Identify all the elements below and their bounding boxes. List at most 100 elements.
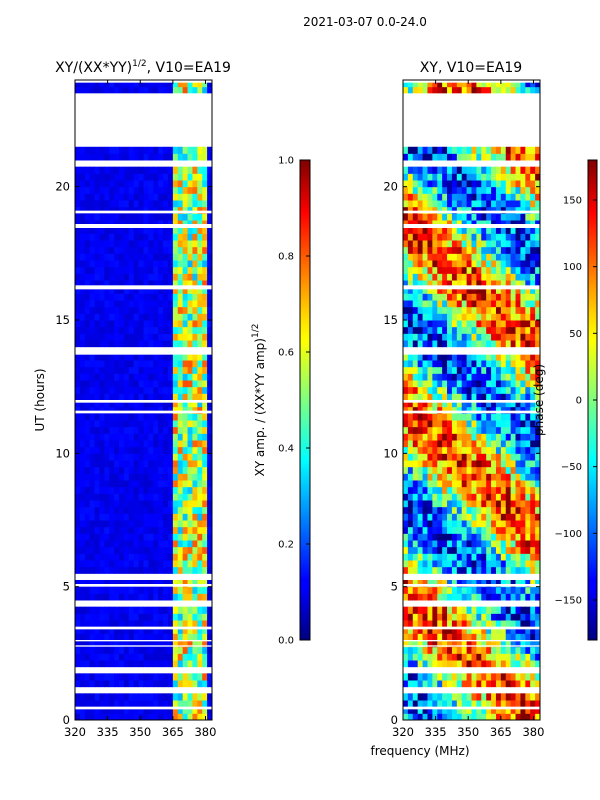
- heatmap-cell: [486, 620, 492, 628]
- heatmap-cell: [202, 446, 208, 454]
- heatmap-cell: [94, 460, 100, 468]
- heatmap-cell: [138, 306, 144, 314]
- heatmap-cell: [432, 280, 438, 288]
- heatmap-cell: [447, 680, 453, 688]
- heatmap-cell: [456, 360, 463, 368]
- heatmap-cell: [525, 700, 531, 708]
- heatmap-cell: [207, 300, 213, 308]
- heatmap-cell: [476, 320, 482, 328]
- heatmap-cell: [133, 606, 140, 614]
- heatmap-cell: [197, 480, 203, 488]
- heatmap-cell: [207, 400, 213, 408]
- heatmap-cell: [476, 660, 482, 668]
- heatmap-cell: [133, 466, 140, 474]
- heatmap-cell: [104, 153, 110, 161]
- heatmap-cell: [109, 500, 115, 508]
- heatmap-cell: [432, 313, 438, 321]
- heatmap-cell: [163, 626, 169, 634]
- amplitude-colorbar-label-superscript: 1/2: [251, 324, 261, 338]
- heatmap-cell: [432, 340, 438, 348]
- heatmap-cell: [172, 606, 179, 614]
- heatmap-cell: [407, 333, 414, 341]
- heatmap-cell: [167, 380, 174, 388]
- heatmap-cell: [163, 433, 169, 441]
- heatmap-cell: [530, 640, 536, 648]
- heatmap-cell: [89, 660, 96, 668]
- heatmap-cell: [491, 620, 497, 628]
- heatmap-cell: [407, 486, 414, 494]
- heatmap-cell: [495, 86, 502, 94]
- heatmap-cell: [177, 173, 184, 181]
- heatmap-cell: [163, 580, 169, 588]
- heatmap-cell: [491, 546, 497, 554]
- heatmap-cell: [486, 420, 492, 428]
- heatmap-cell: [525, 260, 531, 268]
- heatmap-cell: [432, 293, 438, 301]
- heatmap-cell: [109, 453, 115, 461]
- heatmap-cell: [476, 420, 482, 428]
- heatmap-cell: [94, 166, 100, 174]
- data-gap: [75, 400, 212, 403]
- heatmap-cell: [466, 486, 472, 494]
- heatmap-cell: [197, 240, 203, 248]
- heatmap-cell: [495, 593, 502, 601]
- heatmap-cell: [167, 586, 174, 594]
- heatmap-cell: [481, 273, 487, 281]
- heatmap-cell: [505, 466, 512, 474]
- heatmap-cell: [476, 480, 482, 488]
- heatmap-cell: [505, 706, 512, 714]
- heatmap-cell: [143, 453, 149, 461]
- heatmap-cell: [466, 673, 472, 681]
- heatmap-cell: [207, 246, 213, 254]
- heatmap-cell: [481, 380, 487, 388]
- heatmap-cell: [207, 393, 213, 401]
- heatmap-cell: [432, 700, 438, 708]
- heatmap-cell: [530, 146, 536, 154]
- heatmap-cell: [520, 500, 526, 508]
- heatmap-cell: [148, 566, 154, 574]
- heatmap-cell: [535, 546, 541, 554]
- heatmap-cell: [207, 173, 213, 181]
- heatmap-cell: [79, 586, 86, 594]
- heatmap-cell: [476, 266, 482, 274]
- heatmap-cell: [422, 440, 428, 448]
- heatmap-cell: [119, 526, 125, 534]
- heatmap-cell: [495, 473, 502, 481]
- heatmap-cell: [197, 286, 203, 294]
- heatmap-cell: [94, 420, 100, 428]
- heatmap-cell: [422, 713, 428, 721]
- heatmap-cell: [535, 366, 541, 374]
- heatmap-cell: [510, 206, 517, 214]
- heatmap-cell: [177, 586, 184, 594]
- heatmap-cell: [437, 153, 443, 161]
- y-tick-label: 0: [391, 713, 398, 727]
- heatmap-cell: [148, 246, 154, 254]
- heatmap-cell: [119, 373, 125, 381]
- heatmap-cell: [94, 406, 100, 414]
- heatmap-cell: [535, 253, 541, 261]
- heatmap-cell: [407, 260, 414, 268]
- heatmap-cell: [138, 646, 144, 654]
- heatmap-cell: [427, 240, 433, 248]
- heatmap-cell: [163, 653, 169, 661]
- heatmap-cell: [403, 680, 409, 688]
- heatmap-cell: [128, 320, 135, 328]
- heatmap-cell: [442, 173, 448, 181]
- heatmap-cell: [403, 446, 409, 454]
- heatmap-cell: [486, 626, 492, 634]
- heatmap-cell: [535, 440, 541, 448]
- heatmap-cell: [422, 293, 428, 301]
- heatmap-cell: [148, 660, 154, 668]
- heatmap-cell: [94, 493, 100, 501]
- heatmap-cell: [192, 246, 198, 254]
- heatmap-cell: [471, 80, 477, 88]
- heatmap-cell: [167, 480, 174, 488]
- heatmap-cell: [123, 266, 130, 274]
- heatmap-cell: [172, 386, 179, 394]
- heatmap-cell: [119, 400, 125, 408]
- heatmap-cell: [114, 153, 120, 161]
- heatmap-cell: [412, 86, 419, 94]
- heatmap-cell: [172, 400, 179, 408]
- heatmap-cell: [138, 333, 144, 341]
- heatmap-cell: [407, 560, 414, 568]
